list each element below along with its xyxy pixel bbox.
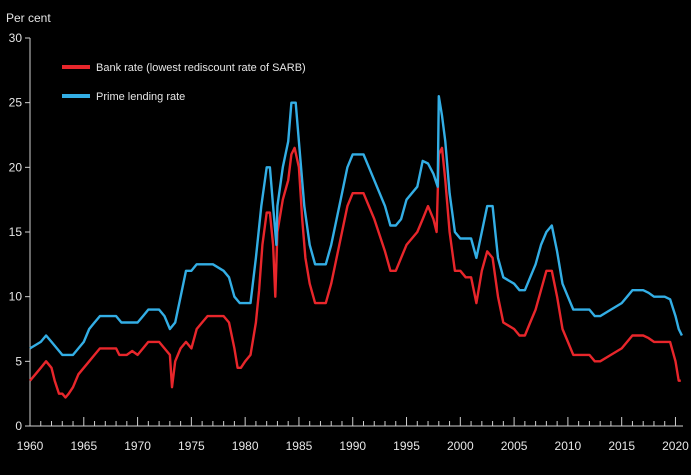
x-tick-label: 2000	[447, 439, 474, 453]
y-axis: 0 5 10 15 20 25 30	[9, 31, 31, 433]
x-tick-label: 1970	[124, 439, 151, 453]
y-tick-label: 25	[9, 96, 23, 110]
x-tick-label: 2015	[608, 439, 635, 453]
x-tick-label: 1985	[286, 439, 313, 453]
y-tick-label: 30	[9, 31, 23, 45]
x-tick-label: 1990	[339, 439, 366, 453]
x-tick-label: 2020	[662, 439, 689, 453]
series-line-prime-rate	[29, 95, 683, 357]
x-tick-label: 2005	[501, 439, 528, 453]
x-tick-label: 1975	[178, 439, 205, 453]
x-tick-label: 1965	[70, 439, 97, 453]
y-tick-label: 20	[9, 160, 23, 174]
legend: Bank rate (lowest rediscount rate of SAR…	[62, 62, 306, 103]
y-tick-label: 0	[15, 419, 22, 433]
x-axis: 1960 1965 1970 1975 1980 1985 1990 1995 2000 2005…	[17, 417, 689, 453]
y-tick-label: 15	[9, 225, 23, 239]
legend-label-bank-rate: Bank rate (lowest rediscount rate of SAR…	[96, 62, 306, 74]
y-tick-label: 10	[9, 290, 23, 304]
series-line-bank-rate	[29, 146, 681, 399]
legend-label-prime-rate: Prime lending rate	[96, 91, 185, 103]
series-layer	[29, 95, 683, 399]
y-unit-label: Per cent	[6, 11, 51, 25]
x-tick-label: 1995	[393, 439, 420, 453]
y-tick-label: 5	[15, 354, 22, 368]
x-tick-label: 1980	[232, 439, 259, 453]
x-tick-label: 1960	[17, 439, 44, 453]
x-tick-label: 2010	[555, 439, 582, 453]
